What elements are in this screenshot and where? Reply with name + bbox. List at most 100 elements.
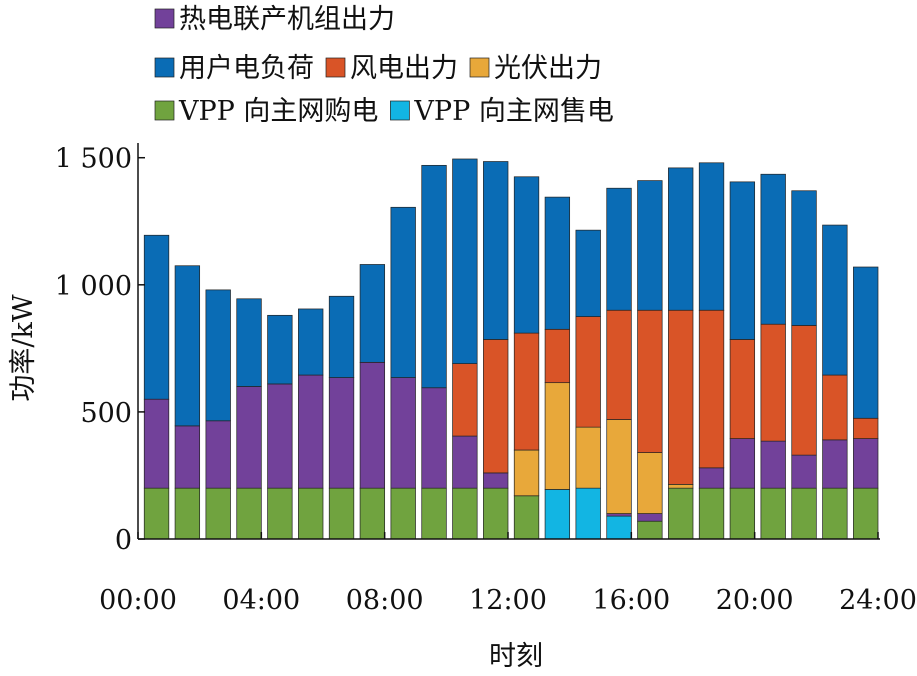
bar-segment-5-0 bbox=[143, 234, 170, 400]
bar-segment-4-12 bbox=[513, 332, 540, 451]
bar-segment-1-13 bbox=[544, 489, 571, 540]
bar-segment-5-17 bbox=[668, 167, 694, 311]
bar-segment-5-15 bbox=[606, 187, 632, 311]
bar-segment-2-7 bbox=[359, 361, 386, 489]
legend-label: VPP 向主网售电 bbox=[413, 96, 613, 127]
bar-segment-0-18 bbox=[698, 487, 725, 540]
bar-segment-0-7 bbox=[359, 487, 386, 540]
bar-segment-4-14 bbox=[575, 316, 601, 428]
bar-segment-2-19 bbox=[729, 438, 756, 489]
bar-segment-3-14 bbox=[575, 426, 601, 489]
bar-segment-5-13 bbox=[544, 196, 571, 330]
bar-segment-4-11 bbox=[483, 339, 509, 474]
bar-segment-5-21 bbox=[791, 190, 817, 326]
bar-segment-2-15 bbox=[606, 513, 632, 517]
legend-swatch bbox=[154, 100, 175, 121]
bar-segment-5-14 bbox=[575, 229, 601, 317]
bar-segment-2-4 bbox=[267, 383, 293, 489]
bar-segment-1-15 bbox=[606, 515, 632, 540]
bar-segment-5-6 bbox=[328, 295, 355, 378]
bar-segment-5-4 bbox=[267, 314, 293, 385]
legend-swatch bbox=[154, 57, 175, 78]
bar-segment-3-17 bbox=[668, 484, 694, 489]
y-tick-label: 500 bbox=[80, 398, 132, 429]
bar-segment-5-5 bbox=[298, 308, 324, 376]
bar-segment-4-22 bbox=[822, 374, 848, 441]
bar-segment-5-23 bbox=[853, 266, 879, 419]
bar-segment-5-7 bbox=[359, 264, 386, 363]
legend-swatch bbox=[469, 57, 490, 78]
bar-segment-0-6 bbox=[328, 487, 355, 540]
bar-segment-5-10 bbox=[452, 158, 478, 364]
bar-segment-2-1 bbox=[174, 425, 201, 489]
bar-segment-4-23 bbox=[853, 417, 879, 439]
bar-segment-0-1 bbox=[174, 487, 201, 540]
bar-segment-2-21 bbox=[791, 454, 817, 489]
bar-segment-2-6 bbox=[328, 377, 355, 489]
bar-segment-2-22 bbox=[822, 439, 848, 489]
bar-segment-0-9 bbox=[421, 487, 447, 540]
bar-segment-4-18 bbox=[698, 309, 725, 469]
y-tick-label: 0 bbox=[115, 525, 132, 556]
bar-segment-4-13 bbox=[544, 328, 571, 384]
bar-segment-5-1 bbox=[174, 265, 201, 427]
bar-segment-0-17 bbox=[668, 487, 694, 540]
bar-segment-5-8 bbox=[390, 206, 416, 378]
legend-label: 风电出力 bbox=[350, 53, 458, 84]
bar-segment-2-5 bbox=[298, 374, 324, 489]
x-axis-title: 时刻 bbox=[489, 641, 543, 672]
axes-group: 0 500 1 000 1 500 00:00 04:00 08:00 12:00 16:00 2… bbox=[55, 143, 917, 616]
bar-segment-5-19 bbox=[729, 181, 756, 340]
bar-segment-4-20 bbox=[760, 323, 786, 442]
bar-segment-2-20 bbox=[760, 440, 786, 489]
bar-segment-3-13 bbox=[544, 382, 571, 490]
bar-segment-0-22 bbox=[822, 487, 848, 540]
bar-segment-2-11 bbox=[483, 472, 509, 489]
legend-swatch bbox=[154, 8, 175, 29]
bar-segment-1-14 bbox=[575, 487, 601, 540]
bar-segment-5-9 bbox=[421, 164, 447, 389]
legend-swatch bbox=[390, 100, 410, 121]
bars-group bbox=[143, 158, 879, 540]
bar-segment-0-23 bbox=[853, 487, 879, 540]
bar-segment-4-16 bbox=[637, 309, 663, 453]
y-tick-label: 1 000 bbox=[55, 271, 132, 302]
x-tick-label: 20:00 bbox=[716, 585, 794, 616]
bar-segment-0-21 bbox=[791, 487, 817, 540]
legend-label: 用户电负荷 bbox=[179, 53, 314, 84]
bar-segment-2-18 bbox=[698, 467, 725, 489]
bar-segment-5-12 bbox=[513, 176, 540, 334]
bar-segment-5-2 bbox=[205, 289, 231, 422]
bar-segment-0-16 bbox=[637, 520, 663, 540]
bar-segment-2-16 bbox=[637, 513, 663, 522]
legend-swatch bbox=[325, 57, 346, 78]
bar-segment-3-16 bbox=[637, 452, 663, 514]
bar-segment-4-10 bbox=[452, 363, 478, 437]
bar-segment-0-3 bbox=[236, 487, 262, 540]
bar-segment-0-20 bbox=[760, 487, 786, 540]
y-tick-label: 1 500 bbox=[55, 144, 132, 175]
bar-segment-4-17 bbox=[668, 309, 694, 485]
legend-label: 热电联产机组出力 bbox=[179, 4, 395, 35]
x-tick-label: 00:00 bbox=[99, 585, 177, 616]
bar-segment-0-5 bbox=[298, 487, 324, 540]
bar-segment-5-11 bbox=[483, 161, 509, 340]
bar-segment-2-9 bbox=[421, 387, 447, 489]
x-tick-label: 08:00 bbox=[346, 585, 424, 616]
x-tick-label: 04:00 bbox=[222, 585, 300, 616]
bar-segment-5-3 bbox=[236, 298, 262, 387]
bar-segment-2-23 bbox=[853, 438, 879, 489]
bar-segment-4-21 bbox=[791, 325, 817, 456]
bar-segment-0-4 bbox=[267, 487, 293, 540]
bar-segment-0-19 bbox=[729, 487, 756, 540]
bar-segment-2-10 bbox=[452, 435, 478, 489]
y-axis-title: 功率/kW bbox=[8, 294, 39, 401]
legend-label: VPP 向主网购电 bbox=[178, 96, 378, 127]
x-tick-label: 12:00 bbox=[469, 585, 547, 616]
bar-segment-4-19 bbox=[729, 339, 756, 439]
bar-segment-3-12 bbox=[513, 449, 540, 497]
bar-segment-5-16 bbox=[637, 180, 663, 311]
bar-segment-5-18 bbox=[698, 162, 725, 311]
bar-segment-2-3 bbox=[236, 386, 262, 489]
